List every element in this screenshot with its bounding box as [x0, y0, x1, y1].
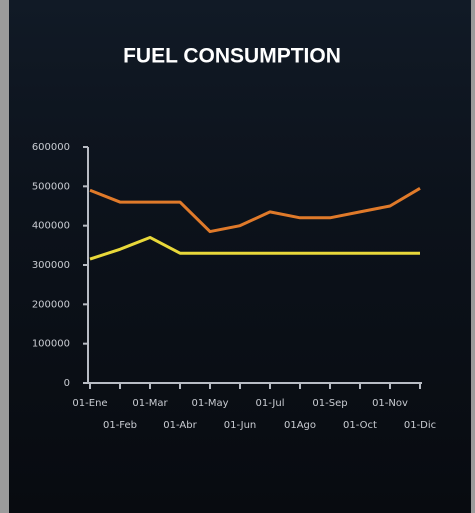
- panel: [9, 0, 471, 513]
- y-tick-label: 600000: [32, 142, 70, 153]
- x-tick-label: 01Ago: [284, 420, 316, 431]
- y-tick-label: 200000: [32, 299, 70, 310]
- x-tick-label: 01-Mar: [132, 398, 168, 409]
- y-tick-label: 100000: [32, 339, 70, 350]
- x-tick-label: 01-Sep: [312, 398, 347, 409]
- x-tick-label: 01-Abr: [163, 420, 197, 431]
- series-line: [89, 235, 420, 261]
- x-tick-label: 01-May: [191, 398, 228, 409]
- y-tick-label: 400000: [32, 221, 70, 232]
- x-tick-label: 01-Ene: [72, 398, 107, 409]
- x-tick-label: 01-Jun: [224, 420, 257, 431]
- y-tick-label: 300000: [32, 260, 70, 271]
- y-tick-label: 0: [64, 378, 70, 389]
- x-tick-label: 01-Jul: [256, 398, 285, 409]
- chart-title: FUEL CONSUMPTION: [123, 45, 341, 68]
- x-tick-label: 01-Feb: [103, 420, 137, 431]
- x-tick-label: 01-Nov: [372, 398, 408, 409]
- series-line: [89, 187, 421, 234]
- x-tick-label: 01-Oct: [343, 420, 377, 431]
- y-tick-label: 500000: [32, 181, 70, 192]
- x-tick-label: 01-Dic: [404, 420, 436, 431]
